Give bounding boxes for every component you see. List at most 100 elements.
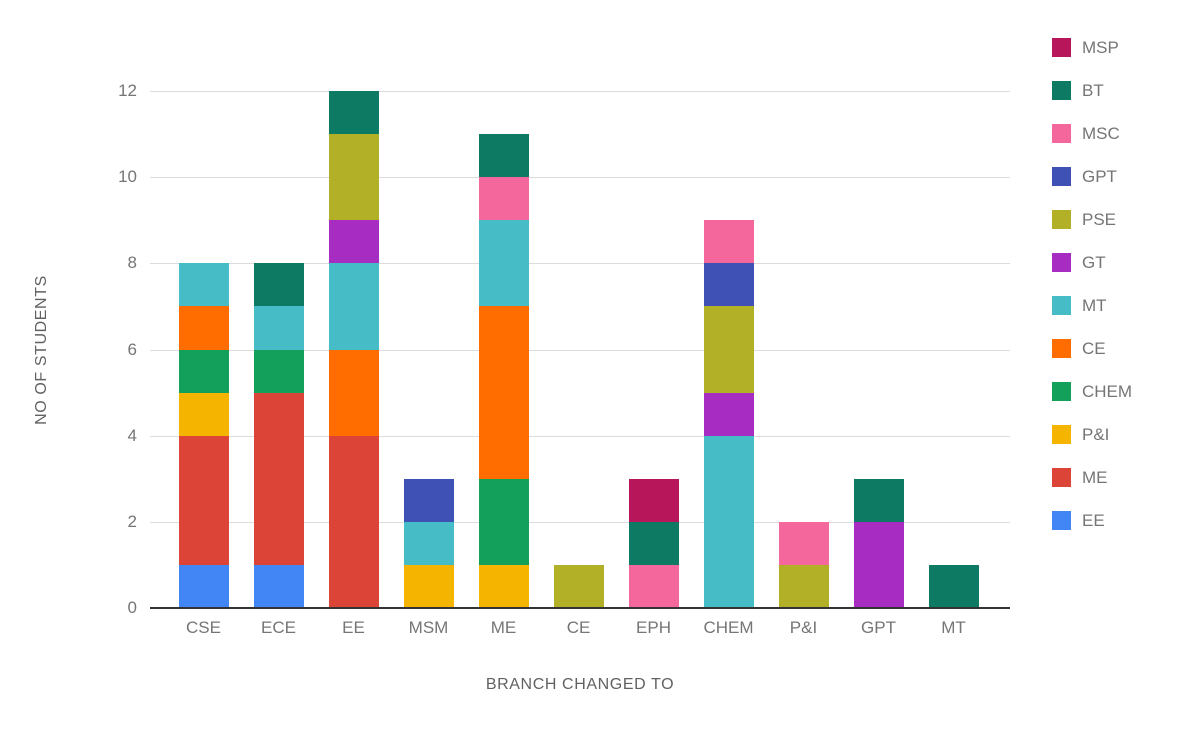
legend-item-PSE[interactable]: PSE	[1052, 210, 1132, 229]
bar-segment-ECE-EE[interactable]	[253, 564, 304, 608]
bar-segment-EE-GT[interactable]	[328, 220, 379, 264]
legend-swatch-EE	[1052, 511, 1071, 530]
bar-segment-ECE-ME[interactable]	[253, 392, 304, 565]
bar-segment-ECE-BT[interactable]	[253, 263, 304, 307]
bar-segment-CE-PSE[interactable]	[553, 564, 604, 608]
legend-label-BT: BT	[1082, 81, 1104, 100]
bar-segment-ME-CE[interactable]	[478, 306, 529, 479]
x-axis-line	[150, 607, 1010, 609]
bar-slot-P&I	[766, 91, 841, 608]
y-tick-label-0: 0	[127, 598, 137, 617]
bar-segment-EE-ME[interactable]	[328, 435, 379, 608]
legend-item-BT[interactable]: BT	[1052, 81, 1132, 100]
y-tick-label-2: 2	[127, 511, 137, 531]
bar-ME	[478, 134, 529, 608]
bar-segment-CHEM-GT[interactable]	[703, 392, 754, 436]
y-tick-label-6: 6	[127, 339, 137, 359]
bar-segment-CHEM-GPT[interactable]	[703, 263, 754, 307]
bar-EE	[328, 91, 379, 608]
bar-segment-CSE-EE[interactable]	[178, 564, 229, 608]
bar-segment-ME-CHEM[interactable]	[478, 478, 529, 565]
legend-item-GPT[interactable]: GPT	[1052, 167, 1132, 186]
x-axis-label-EPH: EPH	[636, 618, 671, 637]
x-axis-label-CE: CE	[566, 618, 591, 637]
legend-item-EE[interactable]: EE	[1052, 511, 1132, 530]
legend-label-GPT: GPT	[1082, 167, 1117, 186]
bar-segment-MSM-GPT[interactable]	[403, 478, 454, 522]
legend-swatch-PSE	[1052, 210, 1071, 229]
y-axis-ticks: 0 2 4 6 8 10 12	[0, 81, 137, 617]
x-axis-label-MT: MT	[941, 618, 966, 637]
gridline-8	[150, 263, 1010, 265]
bar-segment-ECE-CHEM[interactable]	[253, 349, 304, 393]
bar-segment-EE-BT[interactable]	[328, 91, 379, 135]
plot-area	[150, 91, 1010, 609]
bar-segment-GPT-BT[interactable]	[853, 478, 904, 522]
bar-slot-GPT	[841, 91, 916, 608]
bar-CSE	[178, 263, 229, 608]
bar-segment-EE-PSE[interactable]	[328, 134, 379, 221]
x-axis-label-CSE: CSE	[186, 618, 221, 637]
gridlines	[150, 91, 1010, 608]
legend-label-GT: GT	[1082, 253, 1106, 272]
bar-segment-CHEM-PSE[interactable]	[703, 306, 754, 393]
bar-segment-MSM-MT[interactable]	[403, 521, 454, 565]
bar-slot-EE	[316, 91, 391, 608]
legend-swatch-MSP	[1052, 38, 1071, 57]
bar-segment-ME-P&I[interactable]	[478, 564, 529, 608]
bar-segment-EPH-MSC[interactable]	[628, 564, 679, 608]
legend-item-MT[interactable]: MT	[1052, 296, 1132, 315]
legend-swatch-P&I	[1052, 425, 1071, 444]
legend-item-GT[interactable]: GT	[1052, 253, 1132, 272]
legend-label-CHEM: CHEM	[1082, 382, 1133, 401]
bar-slot-ME	[466, 91, 541, 608]
bar-segment-P&I-MSC[interactable]	[778, 521, 829, 565]
legend-swatch-BT	[1052, 81, 1071, 100]
bar-segment-EPH-BT[interactable]	[628, 521, 679, 565]
bar-ECE	[253, 263, 304, 608]
bar-slot-ECE	[241, 91, 316, 608]
bar-segment-CHEM-MT[interactable]	[703, 435, 754, 608]
bar-segment-CSE-MT[interactable]	[178, 263, 229, 307]
gridline-4	[150, 435, 1010, 437]
legend-item-CE[interactable]: CE	[1052, 339, 1132, 358]
legend-item-CHEM[interactable]: CHEM	[1052, 382, 1132, 401]
bar-segment-EPH-MSP[interactable]	[628, 478, 679, 522]
legend-label-MSP: MSP	[1082, 38, 1119, 57]
bar-segment-ME-MSC[interactable]	[478, 177, 529, 221]
bar-segment-P&I-PSE[interactable]	[778, 564, 829, 608]
bar-segment-CSE-CE[interactable]	[178, 306, 229, 350]
bar-segment-MT-BT[interactable]	[928, 564, 979, 608]
bar-segment-CHEM-MSC[interactable]	[703, 220, 754, 264]
legend-label-P&I: P&I	[1082, 425, 1110, 444]
x-axis-label-EE: EE	[342, 618, 365, 637]
legend-item-MSC[interactable]: MSC	[1052, 124, 1132, 143]
bar-segment-MSM-P&I[interactable]	[403, 564, 454, 608]
bar-segment-CSE-P&I[interactable]	[178, 392, 229, 436]
legend-label-EE: EE	[1082, 511, 1105, 530]
x-axis-label-CHEM: CHEM	[703, 618, 754, 637]
bar-segment-GPT-GT[interactable]	[853, 521, 904, 608]
gridline-2	[150, 521, 1010, 523]
gridline-10	[150, 177, 1010, 179]
bar-segment-ECE-MT[interactable]	[253, 306, 304, 350]
bar-segment-ME-BT[interactable]	[478, 134, 529, 178]
x-axis-label-ME: ME	[490, 618, 517, 637]
bar-segment-ME-MT[interactable]	[478, 220, 529, 307]
legend-swatch-CHEM	[1052, 382, 1071, 401]
legend-item-P&I[interactable]: P&I	[1052, 425, 1132, 444]
bar-segment-EE-CE[interactable]	[328, 349, 379, 436]
legend-item-ME[interactable]: ME	[1052, 468, 1132, 487]
bars-group	[166, 91, 991, 608]
bar-P&I	[778, 521, 829, 608]
x-axis-label-P&I: P&I	[789, 618, 818, 637]
legend-label-CE: CE	[1082, 339, 1106, 358]
legend: MSP BT MSC GPT PSE GT MT CE CHEM P&I ME EE	[1052, 38, 1132, 554]
legend-label-ME: ME	[1082, 468, 1108, 487]
bar-GPT	[853, 478, 904, 608]
legend-item-MSP[interactable]: MSP	[1052, 38, 1132, 57]
legend-swatch-MT	[1052, 296, 1071, 315]
bar-segment-EE-MT[interactable]	[328, 263, 379, 350]
bar-segment-CSE-ME[interactable]	[178, 435, 229, 565]
bar-segment-CSE-CHEM[interactable]	[178, 349, 229, 393]
